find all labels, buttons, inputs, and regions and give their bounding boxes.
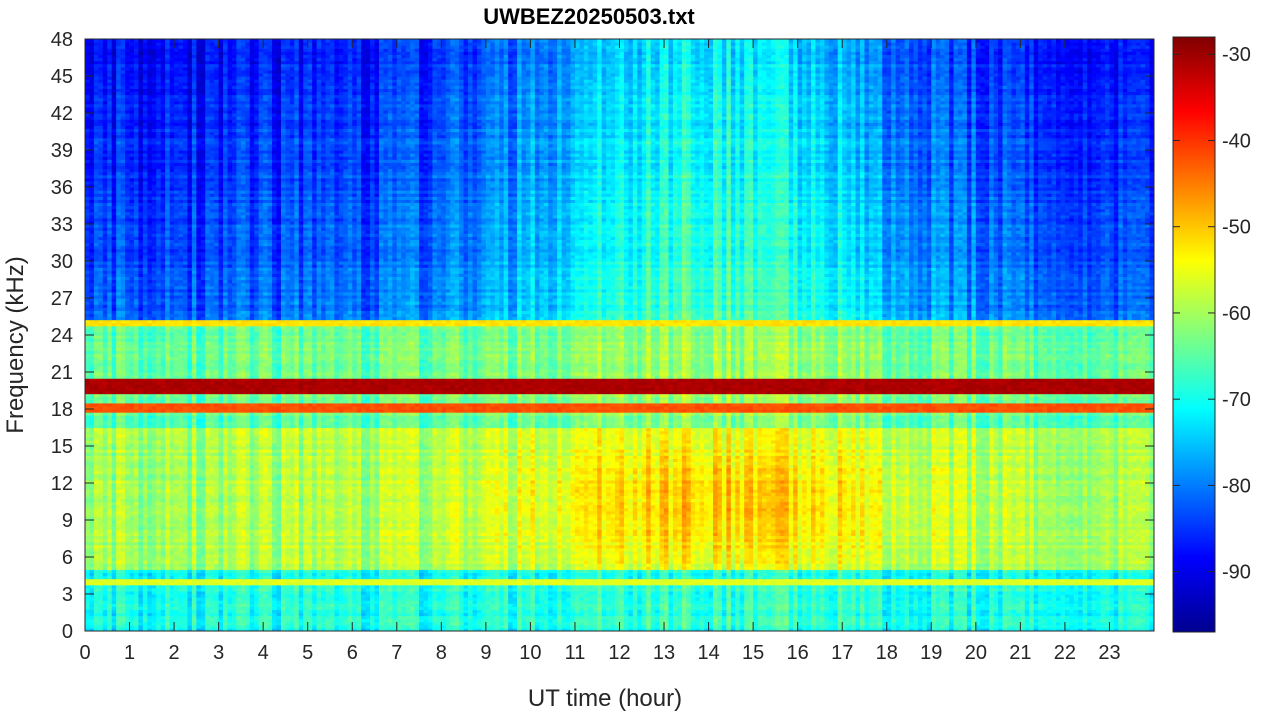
heatmap-cell: [98, 39, 103, 43]
heatmap-cell: [85, 39, 90, 43]
heatmap-cell: [107, 39, 112, 43]
heatmap-cell: [112, 39, 117, 43]
heatmap-cells: [85, 39, 1155, 632]
heatmap-cell: [103, 39, 108, 43]
plot-area: [85, 39, 1155, 632]
heatmap-cell: [121, 39, 126, 43]
heatmap-cell: [89, 39, 94, 43]
heatmap-cell: [94, 39, 99, 43]
heatmap-cell: [134, 39, 139, 43]
heatmap-cell: [116, 39, 121, 43]
heatmap-cell: [130, 39, 135, 43]
